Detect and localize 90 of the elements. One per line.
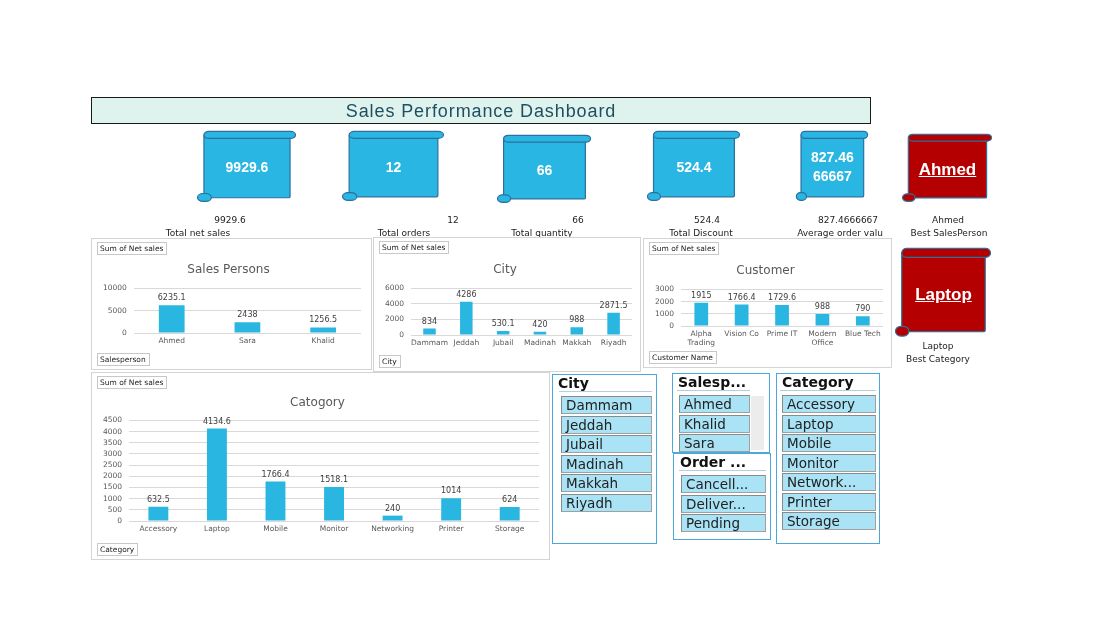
data-label: 6235.1 [157, 293, 186, 303]
filter-button: Pending [681, 514, 766, 532]
data-label: 624 [502, 495, 518, 505]
text: Best SalesPerson [910, 227, 988, 239]
data-label: 240 [384, 503, 401, 513]
bar [158, 305, 185, 333]
data-label: 834 [421, 316, 438, 326]
text: 66 [572, 214, 584, 226]
text: 66 [536, 160, 553, 180]
data-label: 420 [532, 319, 548, 329]
chart-title: City [493, 262, 517, 277]
data-label: 1256.5 [309, 315, 338, 325]
data-label: 4286 [456, 289, 477, 299]
bar [533, 331, 547, 335]
filter-button: Ahmed [679, 395, 750, 413]
text: Salesp... [678, 374, 747, 391]
text: Best Category [906, 353, 970, 365]
bar [734, 304, 749, 326]
text: 9929.6 [214, 214, 246, 226]
data-label: 1518.1 [320, 475, 349, 485]
text: Average order valu [797, 227, 883, 239]
bar [694, 302, 709, 326]
filter-button: Network... [782, 473, 876, 491]
filter-button: Storage [782, 512, 876, 530]
bar [855, 316, 870, 326]
text: 524.4 [676, 157, 712, 177]
filter-button: Dammam [561, 396, 652, 414]
text: 12 [385, 157, 402, 177]
text: 12 [447, 214, 459, 226]
text: Total quantity [511, 227, 573, 239]
filter-button: Cancell... [681, 475, 766, 493]
text: Category [782, 374, 854, 391]
bar [324, 487, 344, 521]
text: 827.4666667 [809, 148, 855, 187]
data-label: 2871.5 [599, 300, 628, 310]
filter-button: Riyadh [561, 493, 652, 512]
chart-title: Customer [736, 263, 795, 278]
filter-button: Jeddah [561, 415, 652, 434]
text: Sales Performance Dashboard [345, 100, 617, 121]
filter-button: Monitor [782, 453, 876, 472]
filter-button: Khalid [679, 414, 750, 433]
filter-button: Makkah [561, 474, 652, 492]
text: 524.4 [694, 214, 720, 226]
text: Ahmed [918, 158, 977, 180]
bar [310, 327, 337, 333]
bar [206, 428, 227, 521]
filter-button: Accessory [782, 395, 876, 413]
text: 827.4666667 [817, 214, 879, 226]
data-label: 988 [569, 315, 585, 325]
text: City [558, 375, 589, 392]
bar [423, 328, 436, 335]
data-label: 632.5 [146, 494, 170, 504]
data-label: 530.1 [491, 318, 515, 328]
chart-title: Catogory [290, 395, 345, 410]
bar [382, 515, 403, 521]
bar [496, 330, 510, 335]
data-label: 790 [855, 304, 871, 314]
data-label: 1014 [440, 486, 462, 496]
text: Total Discount [669, 227, 733, 239]
text: Order ... [680, 454, 747, 471]
bar [441, 498, 462, 521]
bar [499, 507, 520, 521]
filter-button: Printer [782, 492, 876, 511]
data-label: 988 [814, 302, 831, 312]
data-label: 1766.4 [261, 469, 290, 479]
data-label: 1915 [691, 290, 712, 300]
text: Laptop [915, 283, 972, 305]
filter-button: Mobile [782, 434, 876, 452]
text: Ahmed [932, 214, 964, 226]
data-label: 1729.6 [768, 292, 797, 302]
filter-button: Laptop [782, 414, 876, 433]
bar [570, 327, 584, 335]
filter-button: Madinah [561, 454, 652, 473]
bar [234, 322, 261, 333]
bar [460, 301, 473, 335]
data-label: 2438 [237, 310, 258, 320]
filter-button: Sara [679, 434, 750, 452]
chart-title: Sales Persons [187, 262, 270, 277]
data-label: 4134.6 [202, 416, 231, 426]
text: 9929.6 [225, 158, 269, 178]
bar [775, 304, 789, 326]
data-label: 1766.4 [727, 292, 756, 302]
bar [607, 312, 620, 335]
filter-button: Jubail [561, 435, 652, 453]
text: Total orders [377, 227, 431, 239]
text: Total net sales [165, 227, 231, 239]
bar [815, 313, 830, 326]
bar [148, 506, 169, 521]
filter-button: Deliver... [681, 494, 766, 513]
bar [265, 481, 286, 521]
